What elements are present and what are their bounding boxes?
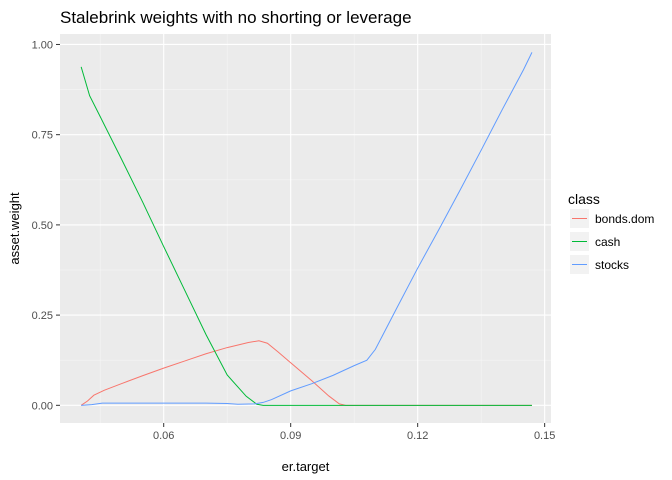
x-tick-label: 0.12 (407, 430, 428, 442)
y-tick-label: 0.25 (32, 310, 53, 322)
legend-label: bonds.dom (595, 212, 654, 226)
y-tick-label: 0.75 (32, 130, 53, 142)
chart-title: Stalebrink weights with no shorting or l… (60, 8, 412, 27)
x-tick-label: 0.09 (280, 430, 301, 442)
y-axis: 0.00 0.25 0.50 0.75 1.00 (32, 39, 60, 412)
y-tick-label: 1.00 (32, 39, 53, 51)
plot-panel (60, 34, 551, 423)
legend-title: class (568, 191, 600, 207)
x-axis: 0.06 0.09 0.12 0.15 (153, 423, 555, 442)
series-line-cash (80, 66, 532, 406)
legend-label: cash (595, 235, 620, 249)
series-line-stocks (81, 52, 533, 406)
y-tick-label: 0.50 (32, 220, 53, 232)
legend-label: stocks (595, 258, 629, 272)
y-axis-title: asset.weight (7, 192, 22, 265)
legend: class bonds.dom cash stocks (568, 191, 654, 274)
x-tick-label: 0.15 (534, 430, 555, 442)
series-line-bonds-dom (80, 340, 532, 406)
y-tick-label: 0.00 (32, 400, 53, 412)
x-axis-title: er.target (282, 459, 330, 474)
x-tick-label: 0.06 (153, 430, 174, 442)
series-lines (80, 52, 533, 406)
minor-gridlines (60, 34, 551, 423)
